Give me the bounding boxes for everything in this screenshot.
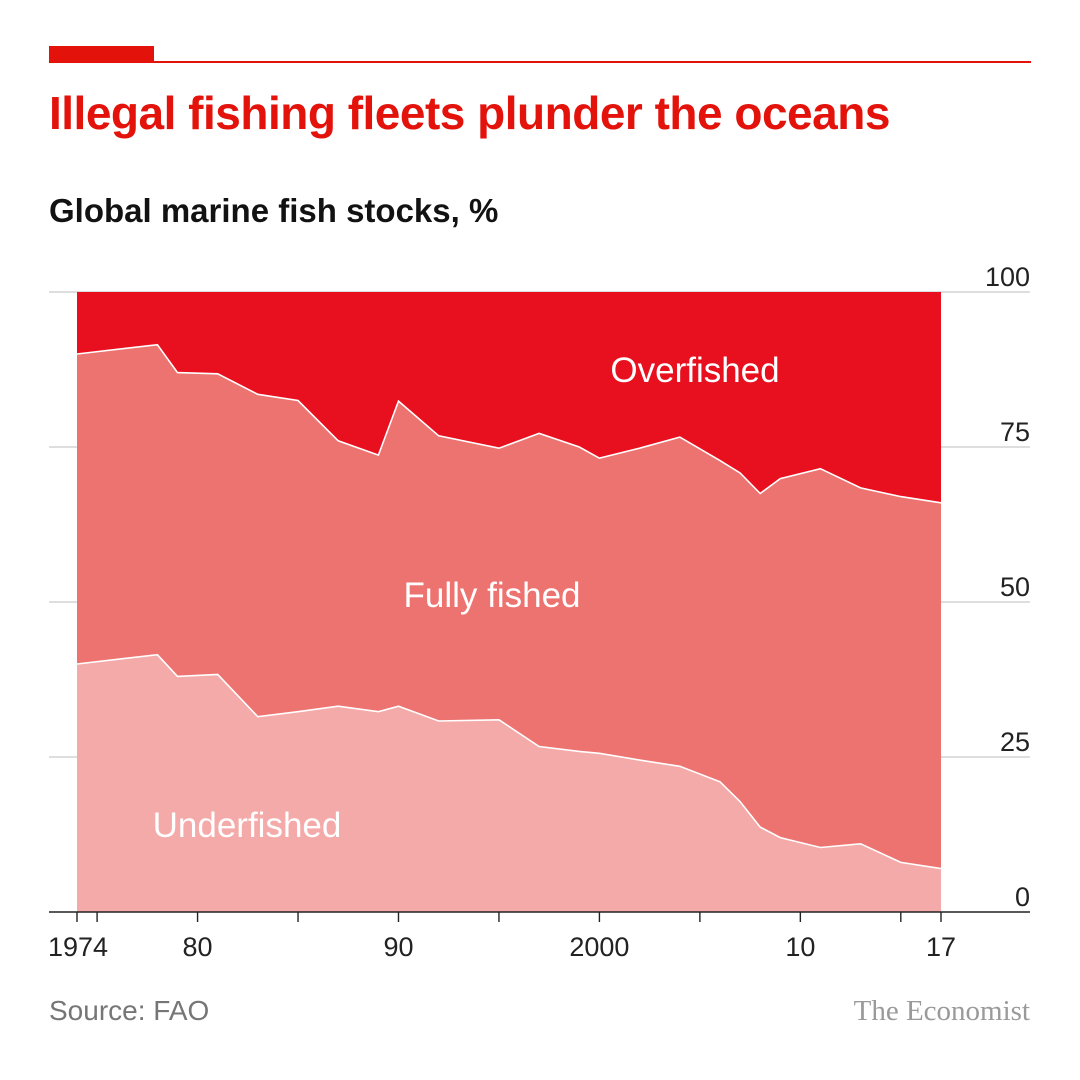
y-axis-ticks: 0 25 50 75 100 bbox=[985, 262, 1030, 912]
boundary-fully-fished bbox=[76, 343, 942, 504]
chart-areas bbox=[77, 292, 941, 912]
x-tick-label-17: 17 bbox=[926, 932, 956, 962]
area-label-underfished: Underfished bbox=[153, 806, 342, 845]
x-tick-label-80: 80 bbox=[183, 932, 213, 962]
header-accent-tab bbox=[49, 46, 154, 62]
source-note: Source: FAO bbox=[49, 995, 210, 1026]
x-tick-label-2000: 2000 bbox=[569, 932, 629, 962]
y-tick-label-25: 25 bbox=[1000, 727, 1030, 757]
y-tick-label-0: 0 bbox=[1015, 882, 1030, 912]
y-tick-label-100: 100 bbox=[985, 262, 1030, 292]
header-rule bbox=[49, 61, 1031, 63]
boundary-underfished bbox=[76, 653, 942, 870]
x-tick-label-90: 90 bbox=[383, 932, 413, 962]
x-axis: 1974 80 90 2000 10 17 bbox=[48, 911, 1030, 962]
y-tick-label-75: 75 bbox=[1000, 417, 1030, 447]
area-label-overfished: Overfished bbox=[610, 351, 779, 390]
chart-subtitle: Global marine fish stocks, % bbox=[49, 192, 499, 229]
area-labels: Overfished Fully fished Underfished bbox=[153, 351, 780, 845]
chart-title: Illegal fishing fleets plunder the ocean… bbox=[49, 87, 890, 139]
area-overfished bbox=[77, 292, 941, 503]
x-tick-label-1974: 1974 bbox=[48, 932, 108, 962]
publisher-logo: The Economist bbox=[853, 995, 1030, 1027]
x-tick-label-10: 10 bbox=[785, 932, 815, 962]
area-underfished bbox=[77, 654, 941, 912]
area-label-fully-fished: Fully fished bbox=[403, 576, 580, 615]
y-tick-label-50: 50 bbox=[1000, 572, 1030, 602]
area-boundaries bbox=[76, 343, 942, 870]
area-fully-fished bbox=[77, 344, 941, 869]
